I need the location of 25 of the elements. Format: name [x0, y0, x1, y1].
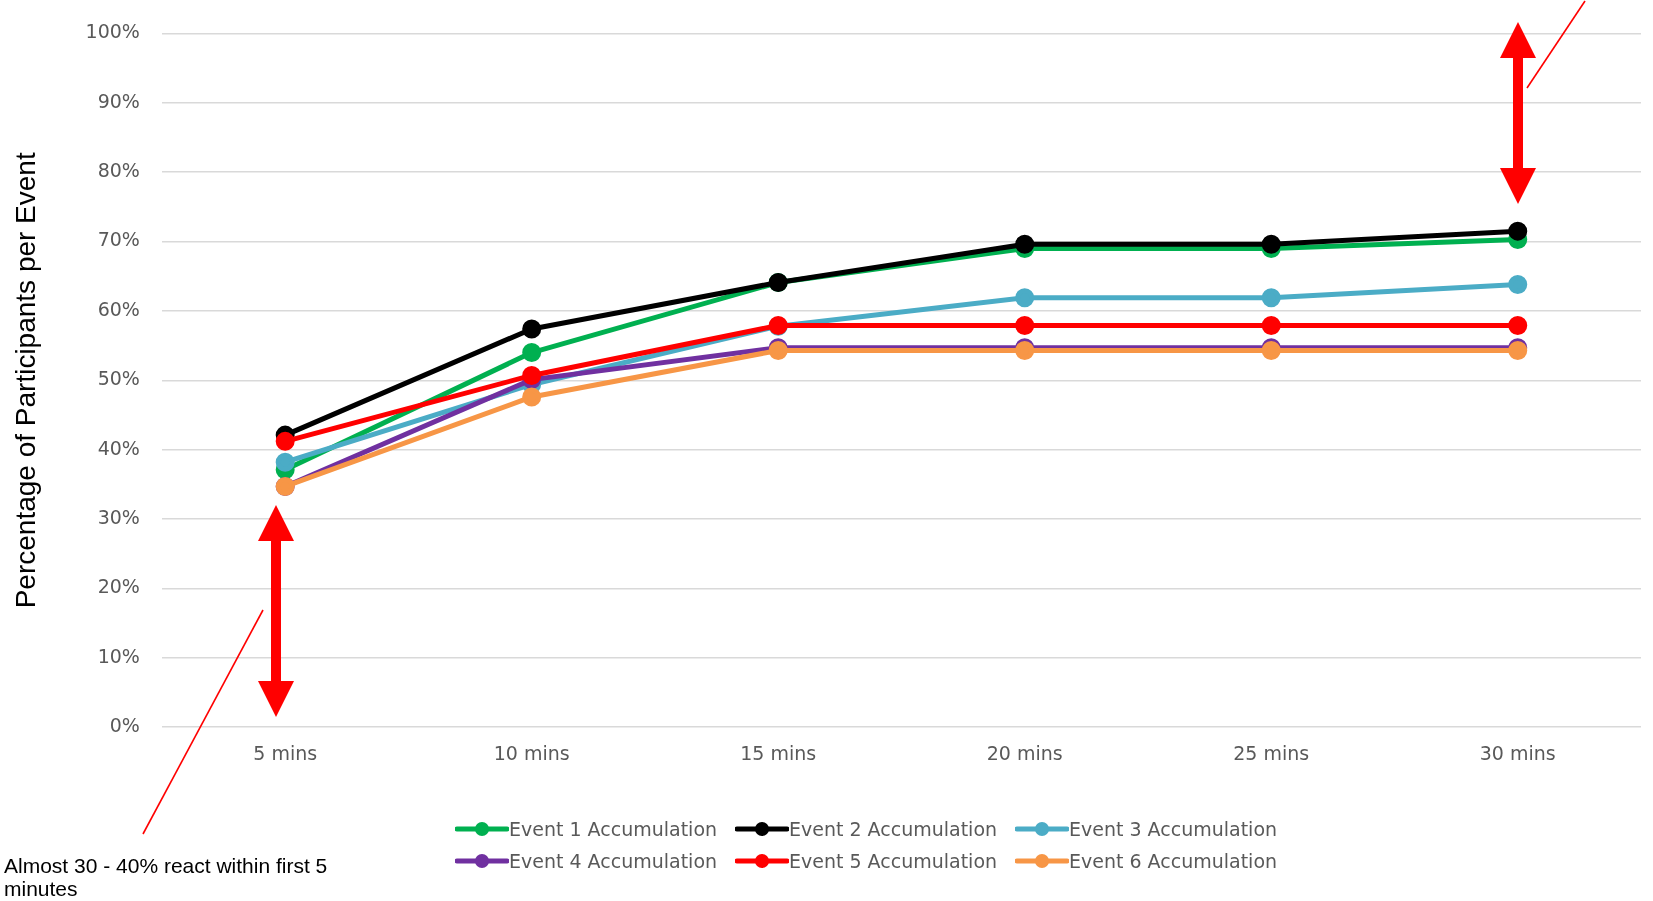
x-tick-label: 25 mins [1233, 741, 1310, 764]
legend-label: Event 1 Accumulation [509, 818, 718, 840]
y-tick-label: 80% [97, 159, 140, 182]
y-tick-label: 90% [97, 89, 140, 112]
legend-label: Event 3 Accumulation [1069, 818, 1278, 840]
y-tick-label: 0% [109, 714, 140, 737]
legend-label: Event 2 Accumulation [789, 818, 998, 840]
x-tick-label: 30 mins [1479, 741, 1556, 764]
y-tick-label: 60% [97, 297, 140, 320]
y-tick-label: 70% [97, 228, 140, 251]
legend-label: Event 6 Accumulation [1069, 850, 1278, 872]
x-tick-label: 20 mins [986, 741, 1063, 764]
y-tick-label: 20% [97, 575, 140, 598]
legend-label: Event 5 Accumulation [789, 850, 998, 872]
x-tick-label: 15 mins [740, 741, 817, 764]
y-axis-title: Percentage of Participants per Event [9, 152, 41, 609]
y-tick-label: 40% [97, 436, 140, 459]
x-tick-label: 5 mins [253, 741, 318, 764]
y-tick-label: 10% [97, 644, 140, 667]
x-tick-label: 10 mins [493, 741, 570, 764]
legend-label: Event 4 Accumulation [509, 850, 718, 872]
y-tick-label: 50% [97, 367, 140, 390]
y-tick-label: 100% [85, 20, 140, 43]
text: Almost 30 - 40% react within first 5 minutes [4, 854, 329, 900]
y-tick-label: 30% [97, 506, 140, 528]
